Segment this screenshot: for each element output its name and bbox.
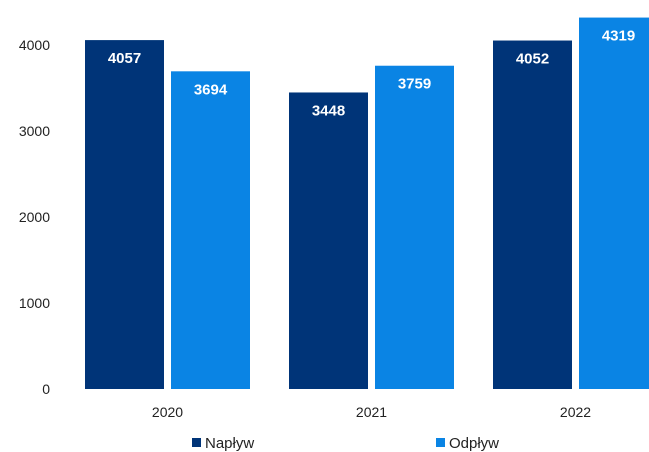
legend-swatch [436,438,445,447]
data-label: 4319 [602,28,635,45]
legend-label: Napływ [205,435,254,452]
bars: 4057 3694 3448 3759 4052 4319 [85,17,649,390]
data-label: 3694 [194,81,228,98]
x-axis: 2020 2021 2022 [152,404,591,420]
bar-naplyw-2022 [493,40,572,389]
x-tick-label: 2020 [152,404,183,420]
legend-swatch [192,438,201,447]
legend: Napływ Odpływ [192,435,499,452]
legend-label: Odpływ [449,435,499,452]
bar-odplyw-2020 [171,71,250,389]
data-label: 4057 [108,50,141,67]
x-tick-label: 2021 [356,404,387,420]
y-tick-label: 4000 [19,37,50,53]
x-tick-label: 2022 [560,404,591,420]
data-label: 3759 [398,76,431,93]
data-label: 4052 [516,51,549,68]
data-label: 3448 [312,102,345,119]
y-axis: 0 1000 2000 3000 4000 [19,37,50,397]
y-tick-label: 2000 [19,209,50,225]
y-tick-label: 1000 [19,295,50,311]
bar-odplyw-2022 [579,17,649,389]
bar-odplyw-2021 [375,65,454,389]
bar-naplyw-2021 [289,92,368,390]
bar-naplyw-2020 [85,40,164,390]
y-tick-label: 3000 [19,123,50,139]
y-tick-label: 0 [42,381,50,397]
